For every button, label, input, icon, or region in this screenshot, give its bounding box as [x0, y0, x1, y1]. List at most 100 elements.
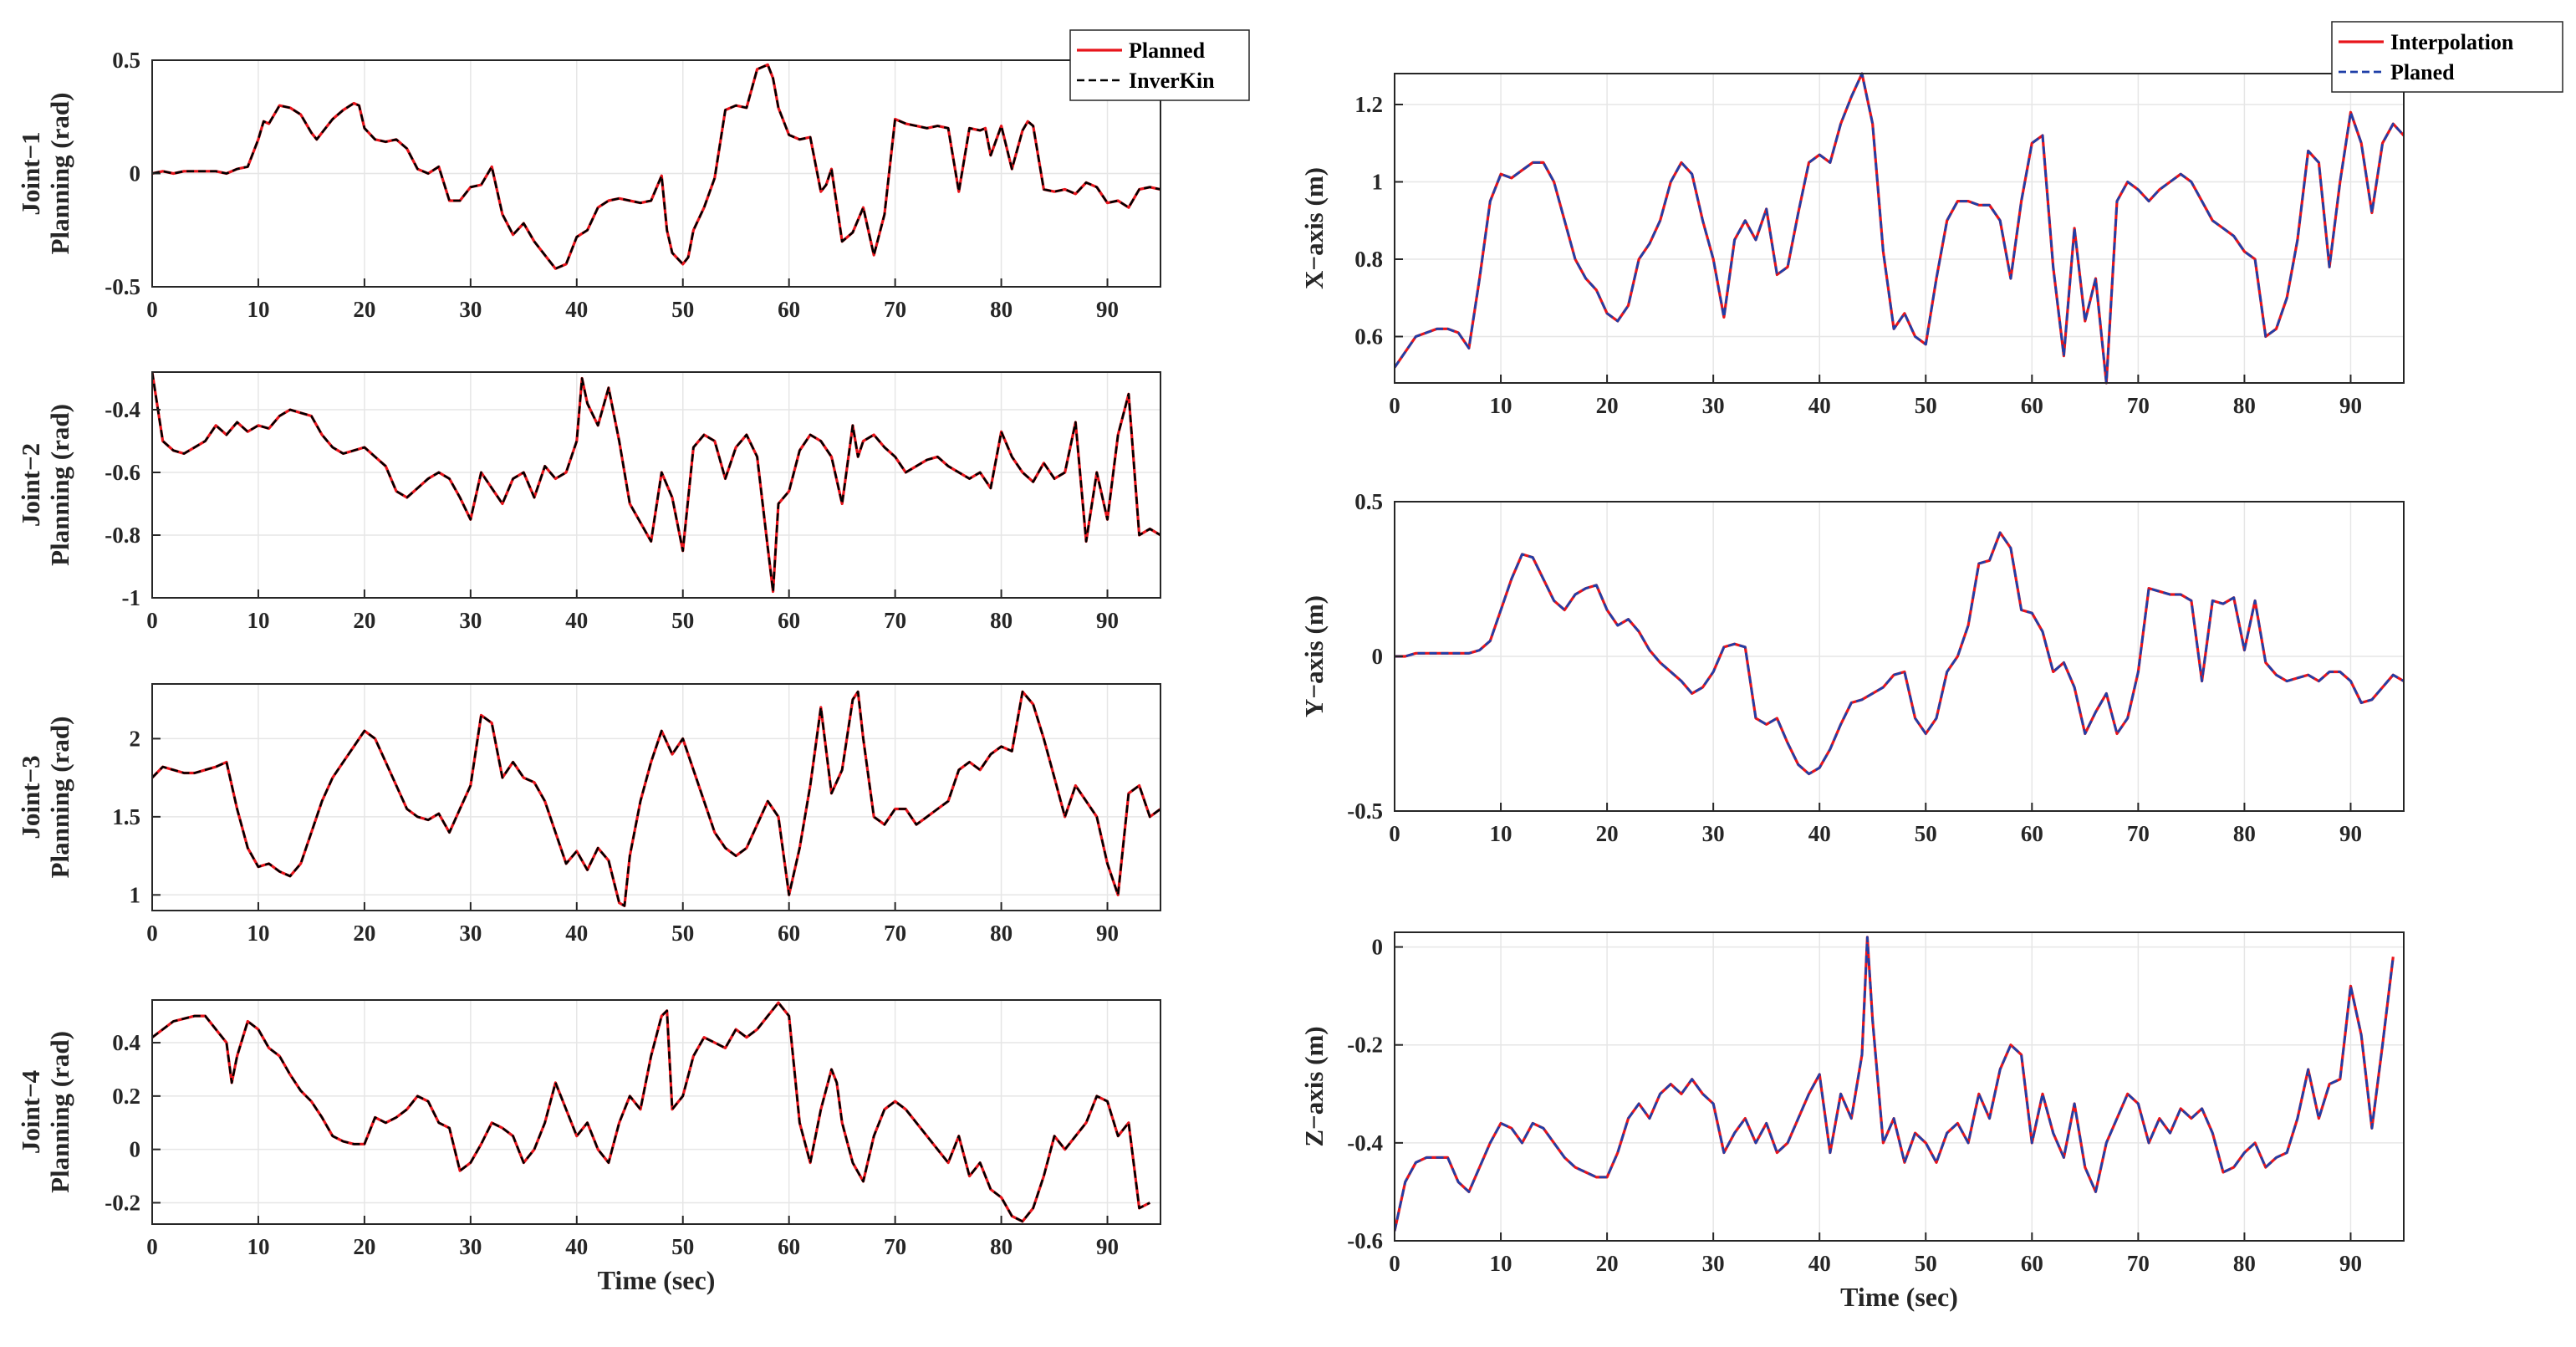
x-tick-label: 10 — [1490, 821, 1512, 846]
axes-box — [151, 999, 1161, 1225]
legend-label: Planned — [1129, 38, 1206, 63]
x-tick-label: 80 — [2233, 393, 2256, 418]
legend-box — [2331, 21, 2563, 93]
y-tick-label: 0.8 — [1354, 247, 1383, 272]
x-tick-label: 70 — [884, 608, 906, 633]
x-tick-label: 30 — [459, 1234, 482, 1259]
y-tick-label: -0.8 — [105, 523, 140, 548]
x-tick-label: 40 — [565, 297, 588, 322]
chart-ya: 0 10 20 30 40 50 60 70 80 90-0.500.5Y−axis (m) — [1299, 489, 2405, 846]
y-tick-label: -0.4 — [105, 397, 140, 422]
x-tick-label: 90 — [2339, 821, 2362, 846]
y-tick-label: 0.5 — [112, 48, 140, 73]
x-tick-label: 20 — [1596, 821, 1619, 846]
x-tick-label: 10 — [1490, 393, 1512, 418]
x-tick-label: 90 — [1096, 1234, 1119, 1259]
x-tick-label: 90 — [2339, 1251, 2362, 1276]
x-tick-label: 60 — [778, 1234, 800, 1259]
x-tick-label: 20 — [1596, 1251, 1619, 1276]
x-tick-label: 30 — [1702, 821, 1725, 846]
series-line-inverkin — [152, 64, 1160, 270]
plot-area — [1395, 74, 2404, 383]
y-tick-label: -1 — [122, 585, 141, 610]
x-tick-label: 10 — [247, 921, 269, 946]
x-tick-label: 0 — [1389, 821, 1400, 846]
series-line-planed — [1395, 72, 2404, 385]
x-tick-label: 60 — [2021, 821, 2043, 846]
y-tick-label: -0.2 — [1347, 1033, 1383, 1058]
x-tick-label: 20 — [1596, 393, 1619, 418]
y-tick-label: -0.5 — [105, 274, 140, 299]
legend: Interpolation Planed — [2331, 21, 2563, 93]
x-tick-label: 70 — [884, 921, 906, 946]
legend: Planned InverKin — [1069, 29, 1250, 101]
x-tick-label: 10 — [1490, 1251, 1512, 1276]
x-tick-label: 40 — [565, 608, 588, 633]
x-tick-label: 70 — [884, 1234, 906, 1259]
chart-xa: 0 10 20 30 40 50 60 70 80 90 0.6 0.8 1 1.2 X−axis (m) I… — [1299, 21, 2563, 418]
y-axis-label: Joint−3 — [16, 755, 45, 839]
series-line-inverkin — [152, 371, 1160, 593]
x-tick-label: 30 — [1702, 1251, 1725, 1276]
x-tick-label: 0 — [146, 1234, 158, 1259]
y-axis-label: Planning (rad) — [45, 1031, 74, 1193]
y-tick-label: 0.5 — [1354, 489, 1383, 514]
x-tick-label: 60 — [778, 921, 800, 946]
series-line-inverkin — [152, 1001, 1150, 1223]
x-tick-label: 60 — [2021, 1251, 2043, 1276]
legend-box — [1069, 29, 1250, 101]
x-tick-label: 30 — [459, 297, 482, 322]
x-tick-label: 80 — [990, 608, 1013, 633]
y-axis-label: Z−axis (m) — [1299, 1026, 1329, 1146]
legend-label: Planed — [2390, 60, 2455, 84]
x-tick-label: 10 — [247, 297, 269, 322]
x-tick-label: 0 — [1389, 393, 1400, 418]
y-tick-label: 0 — [1372, 935, 1384, 960]
axes-box — [1394, 73, 2405, 384]
x-tick-label: 20 — [353, 921, 375, 946]
x-tick-label: 40 — [1808, 393, 1831, 418]
y-tick-label: 0.6 — [1354, 324, 1383, 350]
x-tick-label: 20 — [353, 608, 375, 633]
x-tick-label: 60 — [778, 297, 800, 322]
plot-area — [1395, 932, 2404, 1241]
y-tick-label: 0 — [1372, 644, 1384, 669]
axes-box — [151, 371, 1161, 599]
x-tick-label: 70 — [2127, 1251, 2150, 1276]
x-tick-label: 50 — [671, 921, 694, 946]
axes-box — [151, 683, 1161, 911]
y-tick-label: 1 — [130, 882, 141, 907]
x-tick-label: 30 — [459, 608, 482, 633]
x-tick-label: 50 — [1915, 1251, 1937, 1276]
y-tick-label: -0.2 — [105, 1190, 140, 1215]
x-tick-label: 10 — [247, 608, 269, 633]
x-tick-label: 50 — [671, 297, 694, 322]
y-axis-label: Planning (rad) — [45, 404, 74, 566]
x-tick-label: 0 — [146, 921, 158, 946]
x-tick-label: 80 — [2233, 1251, 2256, 1276]
series-line-planed — [1395, 936, 2395, 1232]
x-tick-label: 30 — [1702, 393, 1725, 418]
x-tick-label: 90 — [2339, 393, 2362, 418]
x-tick-label: 20 — [353, 1234, 375, 1259]
series-line-planed — [1395, 531, 2404, 775]
y-tick-label: -0.6 — [1347, 1228, 1383, 1253]
plot-area — [152, 372, 1160, 598]
x-tick-label: 80 — [990, 1234, 1013, 1259]
legend-label: InverKin — [1129, 69, 1215, 93]
series-line-inverkin — [152, 690, 1160, 907]
x-tick-label: 90 — [1096, 297, 1119, 322]
chart-j2: 0 10 20 30 40 50 60 70 80 90 -1 -0.8 -0.6 -0.4 Joint−2… — [16, 371, 1161, 633]
x-axis-label: Time (sec) — [598, 1265, 716, 1295]
y-tick-label: 0 — [130, 161, 141, 186]
x-tick-label: 90 — [1096, 921, 1119, 946]
x-tick-label: 40 — [1808, 1251, 1831, 1276]
y-axis-label: Joint−2 — [16, 443, 45, 527]
axes-box — [1394, 931, 2405, 1242]
x-tick-label: 60 — [2021, 393, 2043, 418]
chart-za: 0 10 20 30 40 50 60 70 80 90 -0.6 -0.4 -0.2 0 Z−axis (… — [1299, 931, 2405, 1312]
y-axis-label: Y−axis (m) — [1299, 595, 1329, 717]
